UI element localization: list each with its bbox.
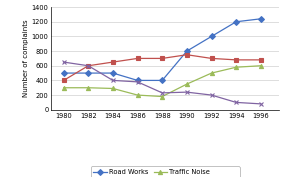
factories (136, 57, 139, 59)
Traffic Noise (259, 65, 262, 67)
Domestic/household (136, 81, 139, 83)
Domestic/household (111, 79, 115, 81)
Road Works (259, 18, 262, 20)
Traffic Noise (210, 72, 213, 74)
factories (210, 57, 213, 59)
factories (185, 54, 189, 56)
Road Works (87, 72, 90, 74)
Road Works (62, 72, 65, 74)
Domestic/household (87, 65, 90, 67)
Line: factories: factories (62, 53, 263, 82)
factories (235, 59, 238, 61)
factories (160, 57, 164, 59)
Road Works (136, 79, 139, 81)
factories (111, 61, 115, 63)
Domestic/household (235, 101, 238, 104)
Domestic/household (210, 94, 213, 96)
Line: Domestic/household: Domestic/household (62, 60, 263, 106)
Traffic Noise (136, 94, 139, 96)
Road Works (185, 50, 189, 52)
factories (62, 79, 65, 81)
Road Works (111, 72, 115, 74)
Traffic Noise (62, 87, 65, 89)
Traffic Noise (185, 83, 189, 85)
Traffic Noise (235, 66, 238, 68)
Domestic/household (259, 103, 262, 105)
factories (259, 59, 262, 61)
factories (87, 65, 90, 67)
Road Works (160, 79, 164, 81)
Legend: Road Works, factories, Traffic Noise, Domestic/household: Road Works, factories, Traffic Noise, Do… (91, 166, 240, 177)
Road Works (210, 35, 213, 38)
Y-axis label: Number of complaints: Number of complaints (23, 20, 29, 97)
Road Works (235, 21, 238, 23)
Line: Traffic Noise: Traffic Noise (62, 64, 263, 99)
Traffic Noise (111, 87, 115, 90)
Line: Road Works: Road Works (62, 17, 263, 82)
Traffic Noise (160, 95, 164, 98)
Traffic Noise (87, 87, 90, 89)
Domestic/household (185, 91, 189, 93)
Domestic/household (160, 92, 164, 94)
Domestic/household (62, 61, 65, 63)
